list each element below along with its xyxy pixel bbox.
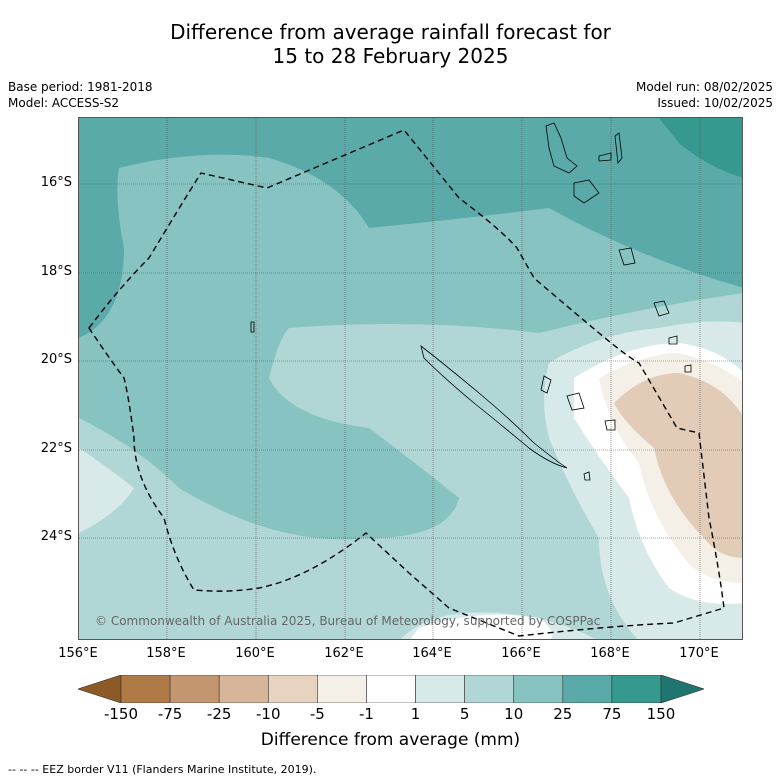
vanuatu-island-4 (618, 247, 636, 266)
eez-legend-note: -- -- -- EEZ border V11 (Flanders Marine… (8, 763, 317, 776)
colorbar-segment (611, 675, 662, 703)
map-canvas (79, 118, 742, 639)
colorbar-tick-label: 5 (459, 705, 470, 723)
base-period: Base period: 1981-2018 (8, 80, 153, 94)
vanuatu-island-3 (614, 132, 623, 165)
colorbar-tick-label: 1 (410, 705, 421, 723)
lon-label-164e: 164°E (412, 646, 452, 661)
eez-border (88, 129, 725, 637)
loyalty-island-4 (566, 392, 585, 411)
colorbar-segment (267, 675, 318, 703)
loyalty-island-1 (653, 300, 670, 317)
region-neutral-south (410, 614, 553, 639)
colorbar-segment (366, 675, 416, 703)
region-75-150 (659, 118, 742, 178)
graticule (79, 118, 742, 639)
coastlines (250, 122, 692, 481)
colorbar-tick-label: -5 (309, 705, 325, 723)
colorbar-segment (513, 675, 564, 703)
copyright-notice: © Commonwealth of Australia 2025, Bureau… (95, 614, 601, 628)
vanuatu-island-2 (598, 152, 612, 162)
colorbar-segment (317, 675, 367, 703)
lon-label-158e: 158°E (146, 646, 186, 661)
region-minus-5-10 (614, 373, 742, 558)
colorbar-tick-label: -25 (206, 705, 232, 723)
model-name: Model: ACCESS-S2 (8, 96, 120, 110)
lat-label-18s: 18°S (40, 264, 72, 279)
new-caledonia-island (420, 344, 568, 469)
loyalty-island-5 (604, 419, 616, 431)
colorbar-segment (562, 675, 613, 703)
region-1-5-west (79, 448, 134, 533)
lat-label-16s: 16°S (40, 175, 72, 190)
lon-label-166e: 166°E (501, 646, 541, 661)
colorbar-segment (464, 675, 515, 703)
vanuatu-island-1 (573, 179, 600, 204)
title-line-2: 15 to 28 February 2025 (272, 44, 509, 68)
colorbar-extend-low (78, 675, 122, 703)
lat-label-20s: 20°S (40, 352, 72, 367)
colorbar-tick-label: 150 (646, 705, 676, 723)
model-run: Model run: 08/02/2025 (635, 80, 773, 94)
lon-label-160e: 160°E (235, 646, 275, 661)
lon-label-162e: 162°E (324, 646, 364, 661)
colorbar-segment (415, 675, 465, 703)
colorbar-tick-label: 10 (504, 705, 524, 723)
colorbar-tick-label: -150 (103, 705, 139, 723)
title-line-1: Difference from average rainfall forecas… (170, 20, 611, 44)
isle-of-pines (583, 471, 591, 481)
small-island (684, 364, 692, 373)
colorbar-segment (218, 675, 269, 703)
colorbar-tick-label: -10 (256, 705, 281, 723)
colorbar-label: Difference from average (mm) (260, 730, 521, 750)
colorbar-tick-label: -1 (358, 705, 374, 723)
lon-label-168e: 168°E (590, 646, 630, 661)
colorbar-tick-label: 25 (553, 705, 573, 723)
lat-label-24s: 24°S (40, 529, 72, 544)
lat-label-22s: 22°S (40, 441, 72, 456)
loyalty-island-3 (540, 375, 552, 394)
issued-date: Issued: 10/02/2025 (657, 96, 773, 110)
colorbar-tick-label: -75 (157, 705, 183, 723)
lon-label-170e: 170°E (679, 646, 719, 661)
chesterfield-island (250, 321, 255, 333)
colorbar-segment (169, 675, 220, 703)
colorbar-extend-high (660, 675, 704, 703)
loyalty-island-2 (668, 335, 678, 345)
colorbar-segment (120, 675, 171, 703)
colorbar (78, 675, 704, 703)
lon-label-156e: 156°E (58, 646, 98, 661)
rainfall-map (78, 117, 743, 640)
colorbar-tick-label: 75 (602, 705, 622, 723)
espiritu-santo-island (545, 122, 578, 174)
